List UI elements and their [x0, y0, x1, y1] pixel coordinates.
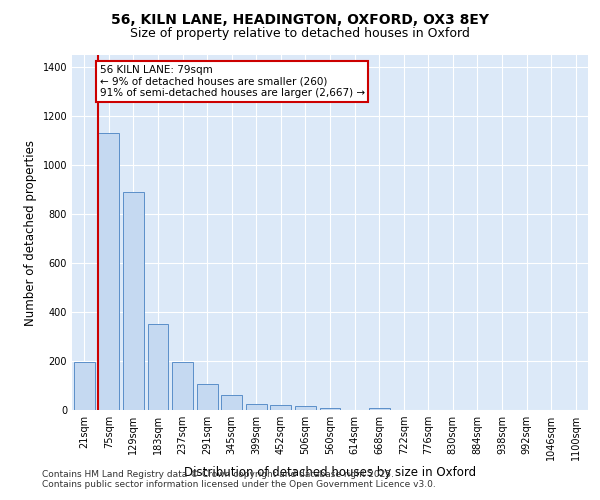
Bar [74, 362, 95, 410]
Bar [123, 192, 144, 410]
Bar [368, 408, 389, 410]
Bar [295, 406, 316, 410]
Text: 56, KILN LANE, HEADINGTON, OXFORD, OX3 8EY: 56, KILN LANE, HEADINGTON, OXFORD, OX3 8… [111, 12, 489, 26]
Bar [148, 324, 169, 410]
X-axis label: Distribution of detached houses by size in Oxford: Distribution of detached houses by size … [184, 466, 476, 478]
Y-axis label: Number of detached properties: Number of detached properties [24, 140, 37, 326]
Bar [98, 134, 119, 410]
Text: Contains HM Land Registry data © Crown copyright and database right 2025.
Contai: Contains HM Land Registry data © Crown c… [42, 470, 436, 489]
Text: 56 KILN LANE: 79sqm
← 9% of detached houses are smaller (260)
91% of semi-detach: 56 KILN LANE: 79sqm ← 9% of detached hou… [100, 65, 365, 98]
Bar [320, 408, 340, 410]
Bar [172, 362, 193, 410]
Bar [221, 396, 242, 410]
Bar [246, 404, 267, 410]
Bar [271, 404, 292, 410]
Text: Size of property relative to detached houses in Oxford: Size of property relative to detached ho… [130, 28, 470, 40]
Bar [197, 384, 218, 410]
